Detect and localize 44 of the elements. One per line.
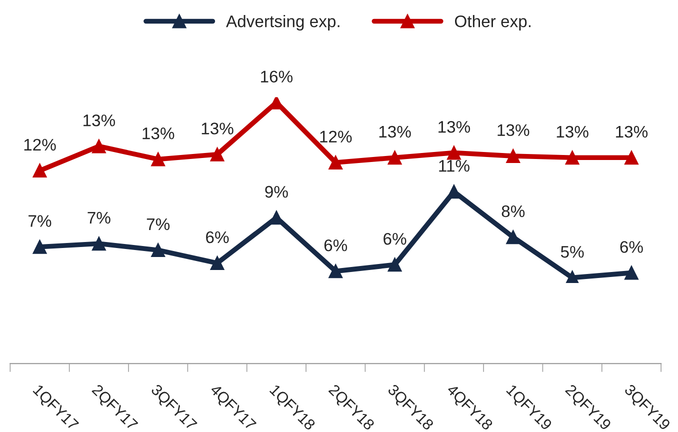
data-label: 11% (439, 160, 470, 172)
data-label: 6% (324, 239, 348, 252)
data-label: 13% (616, 126, 648, 138)
point (328, 156, 343, 170)
data-label: 7% (88, 212, 110, 224)
data-label: 13% (438, 120, 470, 133)
point (447, 184, 461, 199)
point (565, 150, 580, 165)
data-label: 13% (202, 122, 234, 134)
legend-label: Advertsing exp. (226, 15, 340, 31)
point (32, 164, 47, 178)
point (506, 149, 520, 163)
point (210, 256, 224, 270)
data-label: 16% (261, 70, 293, 82)
data-label: 8% (502, 205, 525, 218)
point (92, 139, 106, 154)
data-label: 13% (379, 126, 411, 138)
point (151, 152, 166, 166)
data-label: 6% (206, 231, 229, 244)
data-label: 7% (28, 215, 52, 227)
point (328, 264, 343, 278)
data-label: 6% (384, 232, 406, 245)
data-label: 12% (24, 138, 56, 151)
data-label: 13% (84, 114, 116, 126)
data-label: 13% (142, 127, 174, 140)
data-label: 5% (560, 246, 584, 258)
point (92, 236, 106, 251)
point (210, 147, 224, 162)
data-label: 12% (320, 130, 352, 142)
legend-label: Other exp. (454, 15, 530, 31)
point (624, 150, 638, 165)
point (388, 150, 402, 165)
point (32, 240, 47, 254)
data-label: 7% (146, 218, 170, 230)
data-label: 13% (498, 124, 530, 136)
point (151, 243, 166, 258)
point (447, 146, 461, 160)
point (565, 270, 580, 283)
data-label: 13% (556, 126, 588, 138)
point (506, 230, 520, 244)
point (388, 258, 402, 272)
data-label: 6% (620, 241, 643, 253)
point (624, 266, 638, 280)
data-label: 9% (265, 186, 288, 198)
